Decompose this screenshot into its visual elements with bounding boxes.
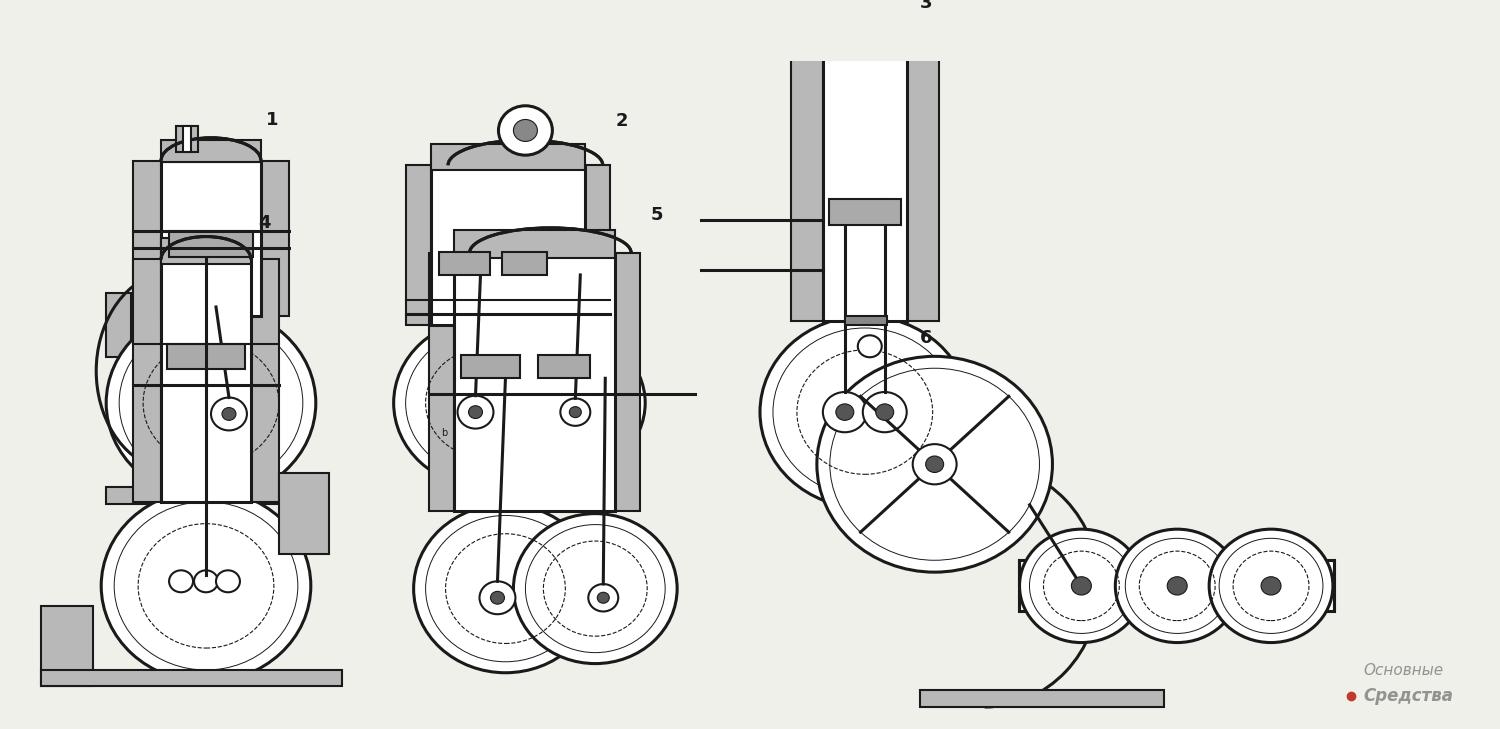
Circle shape bbox=[1029, 538, 1134, 634]
Bar bbox=[830, 199, 900, 225]
Text: Средства: Средства bbox=[1364, 687, 1454, 705]
Text: 6: 6 bbox=[920, 330, 932, 347]
Bar bbox=[824, 15, 906, 42]
Circle shape bbox=[1020, 529, 1143, 642]
Bar bbox=[790, 37, 824, 321]
Circle shape bbox=[1071, 577, 1092, 595]
Circle shape bbox=[1167, 577, 1186, 595]
Bar bbox=[503, 252, 548, 275]
Bar bbox=[460, 356, 520, 378]
Circle shape bbox=[513, 514, 676, 663]
Bar bbox=[279, 473, 328, 554]
Bar bbox=[615, 253, 640, 511]
Circle shape bbox=[597, 592, 609, 603]
Circle shape bbox=[926, 456, 944, 472]
Bar bbox=[405, 165, 430, 325]
Bar bbox=[824, 37, 906, 321]
Bar bbox=[844, 316, 886, 325]
Circle shape bbox=[1209, 529, 1334, 642]
Bar bbox=[160, 140, 261, 163]
Circle shape bbox=[858, 335, 882, 357]
Circle shape bbox=[772, 328, 957, 496]
Circle shape bbox=[414, 504, 597, 673]
Circle shape bbox=[114, 502, 298, 670]
Circle shape bbox=[760, 316, 969, 508]
Circle shape bbox=[912, 444, 957, 484]
Bar bbox=[134, 160, 160, 316]
Text: 2: 2 bbox=[615, 112, 627, 130]
Bar bbox=[251, 260, 279, 502]
Circle shape bbox=[194, 570, 217, 592]
Circle shape bbox=[211, 397, 248, 430]
Circle shape bbox=[468, 406, 483, 418]
Text: Основные: Основные bbox=[1364, 663, 1444, 679]
Bar bbox=[42, 670, 342, 687]
Bar bbox=[166, 343, 244, 369]
Bar bbox=[430, 165, 585, 325]
Circle shape bbox=[824, 392, 867, 432]
Text: 5: 5 bbox=[650, 206, 663, 224]
Circle shape bbox=[1262, 577, 1281, 595]
Circle shape bbox=[570, 407, 582, 418]
Circle shape bbox=[498, 340, 633, 465]
Text: b: b bbox=[441, 428, 448, 438]
Circle shape bbox=[118, 319, 303, 487]
Bar bbox=[42, 606, 93, 687]
Bar bbox=[160, 238, 250, 264]
Circle shape bbox=[818, 356, 1053, 572]
Circle shape bbox=[222, 408, 236, 421]
Circle shape bbox=[862, 392, 906, 432]
Circle shape bbox=[458, 396, 494, 429]
Circle shape bbox=[561, 399, 591, 426]
Bar bbox=[134, 260, 160, 502]
Circle shape bbox=[513, 120, 537, 141]
Circle shape bbox=[100, 490, 310, 682]
Bar bbox=[585, 165, 610, 325]
Bar bbox=[906, 37, 939, 321]
Circle shape bbox=[1116, 529, 1239, 642]
Circle shape bbox=[405, 330, 566, 476]
Circle shape bbox=[106, 307, 316, 499]
Bar bbox=[920, 690, 1164, 706]
Circle shape bbox=[588, 584, 618, 612]
Circle shape bbox=[393, 319, 578, 487]
Text: 3: 3 bbox=[920, 0, 932, 12]
Circle shape bbox=[830, 368, 1040, 561]
Bar bbox=[261, 160, 290, 316]
Circle shape bbox=[525, 525, 664, 652]
Circle shape bbox=[490, 591, 504, 604]
Circle shape bbox=[426, 515, 585, 662]
Bar bbox=[538, 356, 591, 378]
Polygon shape bbox=[106, 293, 160, 357]
Bar bbox=[160, 260, 250, 502]
Bar bbox=[1020, 561, 1334, 612]
Bar bbox=[183, 126, 190, 152]
Text: 1: 1 bbox=[266, 111, 279, 128]
Bar bbox=[160, 160, 261, 316]
Circle shape bbox=[216, 570, 240, 592]
Circle shape bbox=[498, 106, 552, 155]
Bar bbox=[453, 253, 615, 511]
Bar bbox=[106, 487, 316, 504]
Circle shape bbox=[486, 330, 645, 476]
Bar bbox=[453, 230, 615, 257]
Circle shape bbox=[1220, 538, 1323, 634]
Bar bbox=[430, 144, 585, 170]
Circle shape bbox=[876, 404, 894, 421]
Circle shape bbox=[1125, 538, 1228, 634]
Bar bbox=[170, 231, 254, 257]
Circle shape bbox=[836, 404, 854, 421]
Bar bbox=[438, 252, 491, 275]
Circle shape bbox=[480, 581, 516, 615]
Bar bbox=[176, 126, 198, 152]
Bar bbox=[429, 253, 453, 511]
Circle shape bbox=[170, 570, 194, 592]
Text: 4: 4 bbox=[258, 214, 270, 232]
